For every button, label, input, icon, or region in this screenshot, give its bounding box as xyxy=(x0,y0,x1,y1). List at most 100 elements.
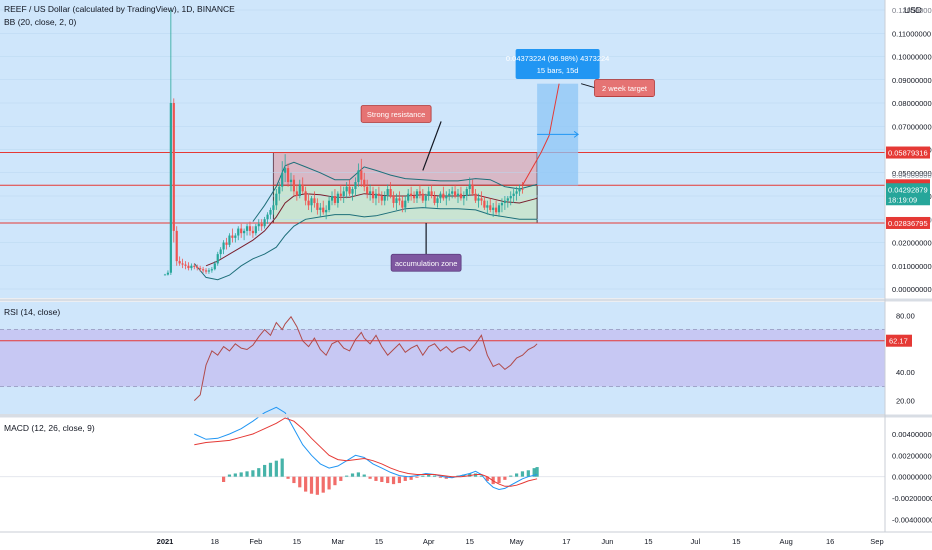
candle-body xyxy=(322,207,325,213)
candle xyxy=(436,196,439,208)
candle xyxy=(163,273,167,276)
candle-body xyxy=(489,205,492,210)
candle xyxy=(216,251,219,266)
breakout-line xyxy=(522,152,542,186)
candle-body xyxy=(401,200,404,208)
candle-body xyxy=(492,207,495,210)
candle xyxy=(459,186,463,201)
candle-body xyxy=(433,196,436,203)
candle xyxy=(369,184,372,201)
candle xyxy=(468,177,471,196)
candle-body xyxy=(494,207,498,213)
macd-histogram-bar xyxy=(403,476,407,481)
macd-histogram-bar xyxy=(473,473,478,477)
callout-box xyxy=(360,105,432,123)
macd-histogram-bar xyxy=(368,476,372,479)
macd-histogram-bar xyxy=(397,476,401,484)
callout-2-week-target: 2 week target xyxy=(580,79,655,97)
price-tick-label: 0.11000000 xyxy=(892,29,931,38)
candle-body xyxy=(169,103,172,273)
candle-body xyxy=(295,191,298,196)
candle-body xyxy=(380,196,383,201)
macd-tick-label: 0.00200000 xyxy=(892,451,932,460)
candle xyxy=(489,198,492,213)
candle-body xyxy=(196,266,199,269)
macd-histogram-bar xyxy=(462,474,466,477)
current-price-countdown: 18:19:09 xyxy=(888,195,917,204)
candle-body xyxy=(313,198,316,203)
projection-lines xyxy=(522,83,579,186)
rsi-tick-label: 20.00 xyxy=(896,397,915,406)
candle xyxy=(486,200,489,215)
candle-body xyxy=(193,265,196,267)
candle-body xyxy=(392,196,395,203)
price-extra-label: 0.04900000 xyxy=(892,171,932,180)
candle xyxy=(445,191,448,206)
candle xyxy=(442,186,445,201)
candle xyxy=(260,219,263,231)
candle-body xyxy=(430,191,433,196)
candle-body xyxy=(257,223,260,227)
candle-body xyxy=(228,235,231,245)
rsi-pane xyxy=(0,302,885,414)
candle xyxy=(360,158,363,187)
candle xyxy=(225,237,228,250)
candle xyxy=(465,186,468,201)
macd-histogram-bar xyxy=(509,475,513,477)
rsi-level-tag-bg xyxy=(886,334,912,347)
candle-body xyxy=(219,249,222,255)
candle xyxy=(345,182,348,199)
candle xyxy=(497,202,501,217)
candle-body xyxy=(284,168,287,173)
macd-histogram-bar xyxy=(535,467,539,477)
candle xyxy=(451,186,454,199)
candle xyxy=(284,154,287,183)
candle-body xyxy=(216,254,219,264)
callout-text: accumulation zone xyxy=(395,259,458,268)
candle-body xyxy=(319,207,322,210)
candle xyxy=(474,189,477,203)
resistance-zone xyxy=(272,152,538,186)
candle-body xyxy=(178,261,181,264)
candle-body xyxy=(281,172,284,187)
macd-histogram-bar xyxy=(479,475,484,477)
callout-box xyxy=(390,253,462,272)
candle-body xyxy=(269,209,272,215)
x-tick-label: Aug xyxy=(779,537,792,546)
candle-body xyxy=(240,228,243,234)
x-tick-label: Apr xyxy=(423,537,435,546)
candle xyxy=(219,247,222,259)
candle xyxy=(389,182,392,199)
candle xyxy=(254,223,257,236)
candle xyxy=(477,193,480,208)
candle xyxy=(275,189,278,210)
candle xyxy=(515,186,518,201)
candle-body xyxy=(201,269,205,271)
x-tick-label: Sep xyxy=(870,537,883,546)
candle-body xyxy=(222,242,225,250)
candle-body xyxy=(187,265,190,269)
candle-body xyxy=(301,184,304,192)
macd-histogram-bar xyxy=(427,474,431,477)
macd-histogram-bar xyxy=(222,476,226,482)
x-axis: 2021 18 Feb 15 Mar 15 Apr 15 May 17 Jun 15 Jul 15 Aug 1… xyxy=(157,537,884,546)
candle xyxy=(492,202,495,217)
candle-body xyxy=(445,196,448,199)
candle-body xyxy=(500,202,504,206)
rsi-legend: RSI (14, close) xyxy=(4,307,60,317)
candle xyxy=(392,191,395,208)
macd-histogram-bar xyxy=(497,476,501,484)
candle-body xyxy=(506,198,509,201)
candle-body xyxy=(272,205,275,210)
price-tick-label: 0.01000000 xyxy=(892,262,932,271)
candle xyxy=(363,172,366,192)
candle-body xyxy=(163,274,167,276)
current-price-value: 0.04292879 xyxy=(888,185,928,194)
macd-histogram-bar xyxy=(345,475,349,477)
candle-body xyxy=(213,263,216,270)
candle-body xyxy=(410,193,413,196)
candle-body xyxy=(225,242,228,245)
candle-body xyxy=(310,198,313,206)
candle-body xyxy=(412,196,416,199)
